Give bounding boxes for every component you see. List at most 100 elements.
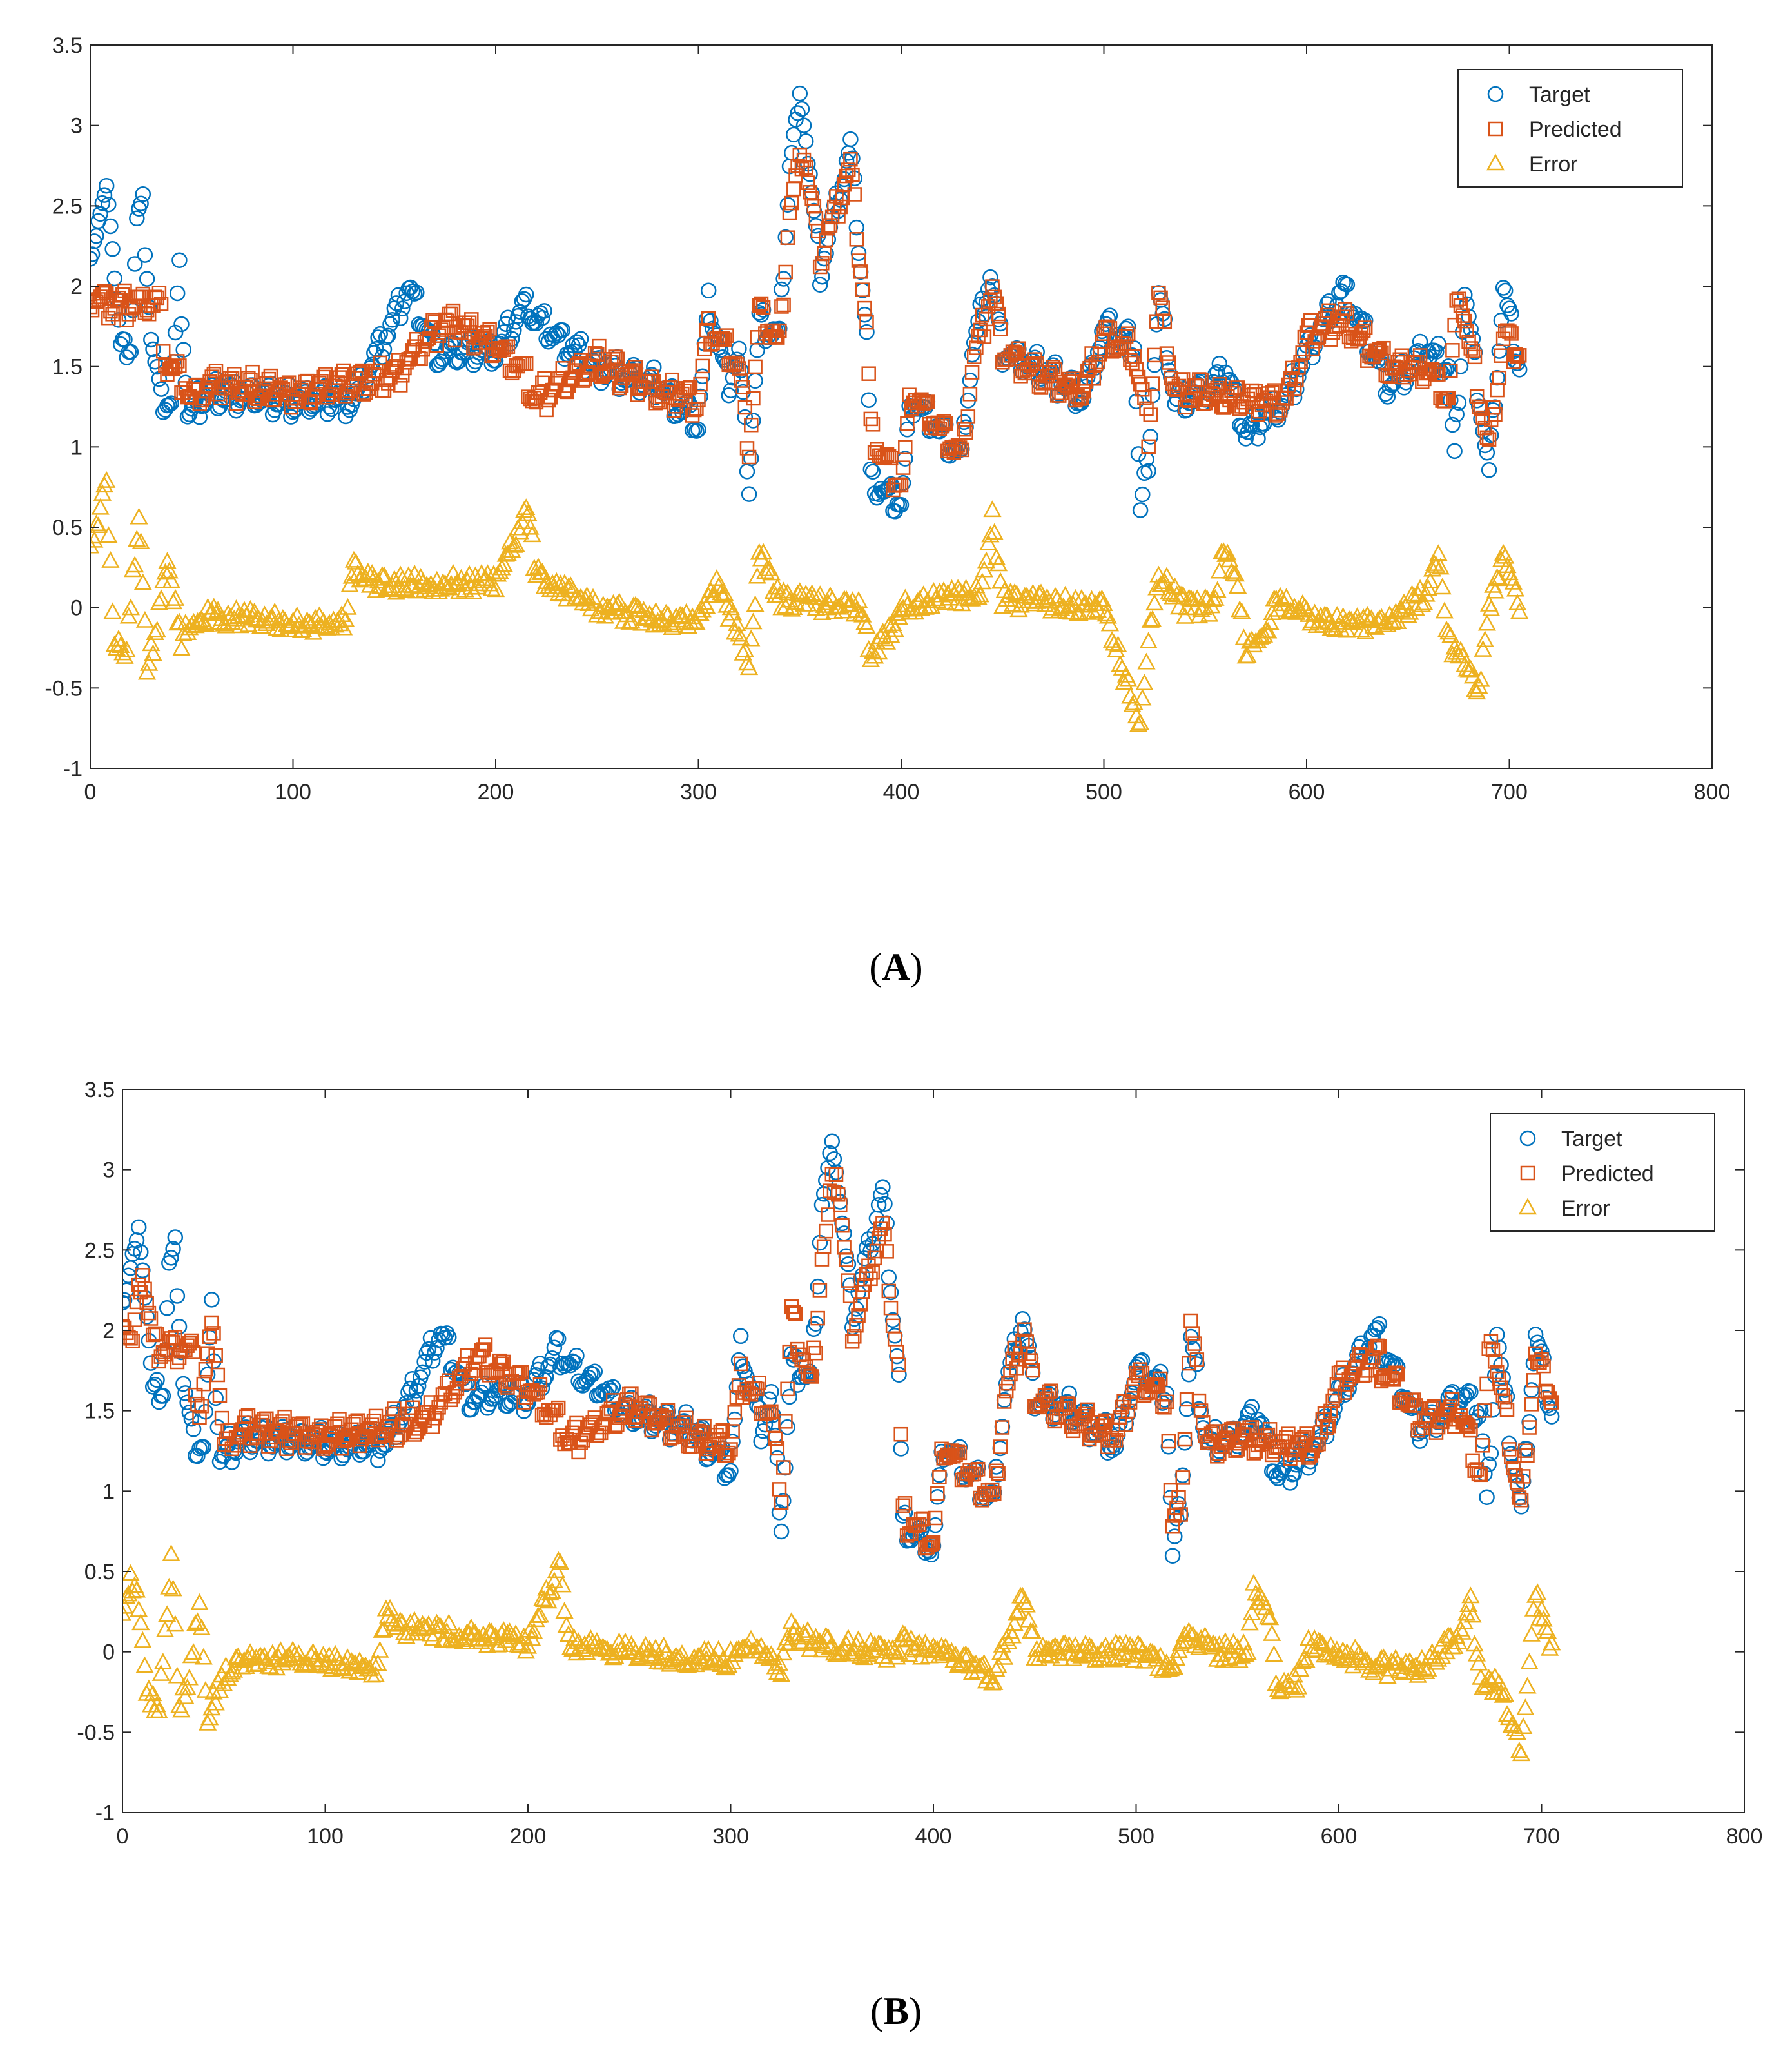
error-point xyxy=(470,574,489,592)
predicted-point xyxy=(814,1252,830,1267)
predicted-point xyxy=(997,1394,1012,1409)
predicted-point xyxy=(350,1413,365,1428)
predicted-point xyxy=(955,442,969,458)
error-point xyxy=(1272,1681,1292,1698)
target-point xyxy=(1169,1510,1185,1527)
error-point xyxy=(1206,588,1225,606)
predicted-point xyxy=(1088,356,1104,372)
predicted-point xyxy=(1499,1403,1515,1417)
predicted-point xyxy=(1135,382,1150,397)
error-point xyxy=(1009,1602,1028,1619)
error-point xyxy=(1502,1717,1521,1734)
predicted-point xyxy=(1321,303,1336,318)
error-point xyxy=(151,1664,170,1681)
target-point xyxy=(881,1269,897,1285)
error-point xyxy=(687,613,706,630)
target-point xyxy=(177,1385,193,1401)
predicted-point xyxy=(1161,355,1176,370)
predicted-point xyxy=(492,1353,507,1368)
predicted-point xyxy=(1338,302,1353,316)
predicted-point xyxy=(1240,1423,1255,1438)
predicted-point xyxy=(261,371,277,387)
predicted-point xyxy=(782,205,797,220)
target-point xyxy=(1132,502,1149,518)
error-point xyxy=(746,595,765,612)
error-point xyxy=(249,609,268,627)
predicted-point xyxy=(1165,1519,1180,1534)
predicted-point xyxy=(476,1342,491,1357)
error-point xyxy=(1356,1650,1375,1668)
error-point xyxy=(1433,1648,1452,1665)
error-point xyxy=(989,1657,1008,1674)
error-point xyxy=(391,1611,410,1629)
target-point xyxy=(1483,1445,1499,1461)
error-point xyxy=(498,544,518,561)
error-point xyxy=(1013,1586,1032,1604)
error-point xyxy=(1263,603,1281,621)
predicted-point xyxy=(1095,335,1109,349)
error-point xyxy=(896,588,915,606)
predicted-point xyxy=(798,160,813,175)
y-tick-label: 1 xyxy=(70,435,83,460)
target-point xyxy=(414,1364,431,1381)
x-tick-label: 700 xyxy=(1523,1824,1560,1849)
error-point xyxy=(1125,694,1144,710)
predicted-point xyxy=(772,323,787,338)
error-point xyxy=(434,573,453,590)
error-point xyxy=(1346,1639,1365,1655)
predicted-point xyxy=(550,1400,566,1415)
error-point xyxy=(547,572,566,589)
predicted-point xyxy=(841,1273,856,1288)
target-point xyxy=(550,1330,567,1347)
error-point xyxy=(517,498,536,515)
predicted-point xyxy=(251,1425,266,1441)
error-point xyxy=(1538,1622,1557,1639)
error-point xyxy=(126,556,144,573)
predicted-point xyxy=(172,358,187,373)
target-point xyxy=(135,186,151,202)
error-point xyxy=(555,1602,574,1619)
predicted-point xyxy=(360,381,376,396)
target-point xyxy=(1174,1467,1191,1484)
error-point xyxy=(227,599,246,616)
predicted-point xyxy=(206,1326,221,1341)
error-point xyxy=(131,1613,150,1631)
target-point xyxy=(159,1300,175,1316)
predicted-point xyxy=(1062,1397,1076,1412)
predicted-point xyxy=(1536,1358,1551,1374)
predicted-point xyxy=(1287,382,1302,396)
predicted-point xyxy=(816,1239,832,1254)
predicted-point xyxy=(368,1408,384,1424)
error-point xyxy=(1297,599,1316,617)
error-point xyxy=(156,563,175,580)
predicted-point xyxy=(796,152,812,168)
predicted-point xyxy=(231,1430,246,1445)
predicted-point xyxy=(701,311,716,326)
predicted-point xyxy=(1412,348,1428,363)
error-point xyxy=(585,592,605,609)
predicted-point xyxy=(661,380,676,396)
error-point xyxy=(1289,1677,1308,1695)
predicted-point xyxy=(1046,360,1061,374)
predicted-point xyxy=(348,1414,363,1430)
predicted-point xyxy=(447,1385,463,1400)
predicted-point xyxy=(1100,319,1116,335)
predicted-point xyxy=(1542,1391,1557,1406)
error-point xyxy=(103,602,122,619)
predicted-point xyxy=(884,451,899,466)
predicted-point xyxy=(727,1405,743,1420)
target-point xyxy=(96,187,113,203)
target-point xyxy=(208,1390,224,1406)
predicted-point xyxy=(385,1406,400,1422)
target-point xyxy=(1452,358,1469,374)
error-point xyxy=(1429,544,1448,561)
error-point xyxy=(460,565,479,582)
predicted-point xyxy=(1210,380,1225,396)
error-point xyxy=(1508,1723,1526,1740)
caption-b: (B) xyxy=(870,1990,922,2032)
predicted-point xyxy=(665,372,679,387)
predicted-point xyxy=(1481,432,1497,447)
error-point xyxy=(1435,1629,1454,1647)
predicted-point xyxy=(936,414,951,429)
target-point xyxy=(792,85,808,102)
